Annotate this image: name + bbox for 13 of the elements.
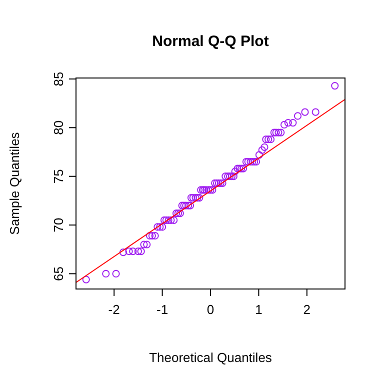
y-tick-label: 65 — [51, 266, 66, 281]
y-axis-title: Sample Quantiles — [7, 132, 22, 235]
y-tick-label: 70 — [51, 218, 66, 232]
x-tick-label: -1 — [156, 302, 168, 317]
x-tick-label: 1 — [255, 302, 262, 317]
x-tick-label: 2 — [303, 302, 311, 317]
y-tick-label: 85 — [51, 72, 66, 86]
y-tick-label: 75 — [51, 169, 66, 184]
x-tick-label: 0 — [206, 302, 214, 317]
x-tick-label: -2 — [108, 302, 120, 317]
x-axis-title: Theoretical Quantiles — [149, 350, 272, 365]
chart-title: Normal Q-Q Plot — [152, 33, 269, 50]
y-tick-label: 80 — [51, 120, 66, 135]
